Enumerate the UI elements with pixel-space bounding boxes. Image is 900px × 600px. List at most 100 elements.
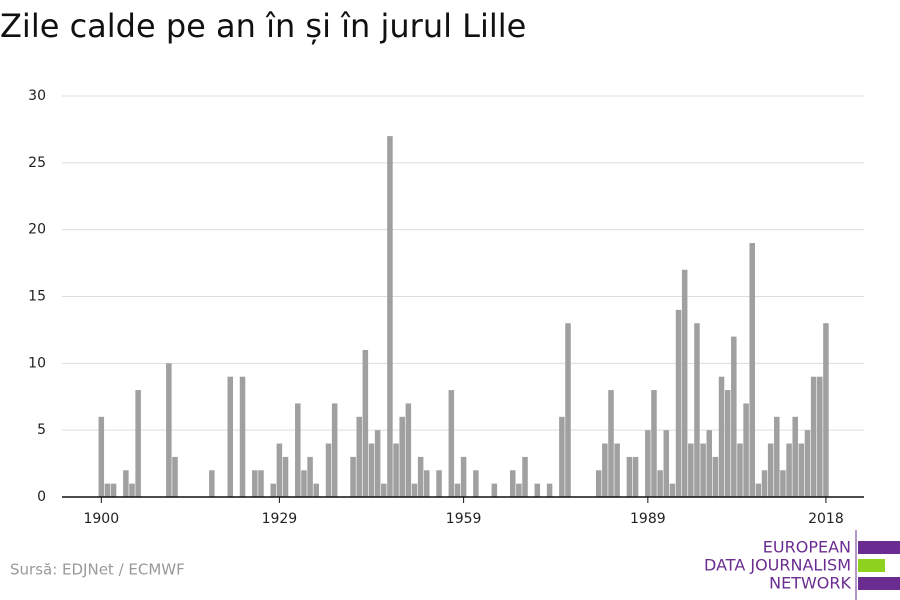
bar <box>258 470 264 497</box>
bar <box>448 390 455 497</box>
bar <box>823 323 829 497</box>
bar <box>313 483 319 497</box>
bar <box>792 416 798 497</box>
y-tick-label: 0 <box>37 489 46 505</box>
bar <box>473 470 479 497</box>
bar <box>657 470 663 497</box>
y-tick-label: 20 <box>28 222 46 238</box>
bar <box>755 483 762 497</box>
bar <box>632 456 639 497</box>
bar <box>663 430 670 497</box>
bar <box>104 483 111 497</box>
logo-bar <box>858 559 885 572</box>
bar <box>509 470 516 497</box>
bar <box>301 470 307 497</box>
bar <box>774 416 780 497</box>
bar <box>282 456 289 497</box>
bar <box>381 483 387 497</box>
bar <box>387 136 393 497</box>
bar <box>786 443 792 497</box>
bar <box>534 483 541 497</box>
bar <box>424 470 430 497</box>
logo-text: EUROPEAN <box>763 538 851 557</box>
bar <box>737 443 743 497</box>
bar <box>700 443 706 497</box>
bar <box>393 443 399 497</box>
bar <box>645 430 651 497</box>
bar <box>374 430 381 497</box>
y-tick-label: 30 <box>28 88 46 104</box>
bar <box>368 443 375 497</box>
logo-text: NETWORK <box>769 574 851 593</box>
bar <box>810 376 817 497</box>
x-tick-label: 1989 <box>630 511 666 527</box>
bar <box>411 483 418 497</box>
logo-bar <box>858 577 900 590</box>
bar <box>688 443 694 497</box>
bar <box>651 390 657 497</box>
y-tick-label: 15 <box>28 289 46 305</box>
bar <box>295 403 301 497</box>
bar <box>350 456 356 497</box>
bar <box>129 483 135 497</box>
bar <box>331 403 338 497</box>
bar <box>522 456 528 497</box>
logo-text: DATA JOURNALISM <box>704 556 851 575</box>
bar <box>252 470 258 497</box>
bar <box>724 390 731 497</box>
bar <box>405 403 412 497</box>
bar <box>731 336 737 497</box>
bar <box>276 443 283 497</box>
bar <box>804 430 811 497</box>
bar <box>123 470 129 497</box>
bar <box>681 269 688 497</box>
bar <box>626 456 633 497</box>
bar <box>491 483 498 497</box>
x-tick-label: 1959 <box>446 511 482 527</box>
bar <box>743 403 749 497</box>
bar <box>595 470 602 497</box>
bar <box>516 483 522 497</box>
y-tick-label: 10 <box>28 355 46 371</box>
bar <box>749 243 755 497</box>
bar <box>436 470 442 497</box>
y-tick-label: 5 <box>37 422 46 438</box>
bar <box>307 456 313 497</box>
bar <box>675 309 682 497</box>
bar <box>608 390 614 497</box>
bar <box>454 483 461 497</box>
bar <box>718 376 725 497</box>
x-tick-label: 2018 <box>808 511 844 527</box>
chart-title: Zile calde pe an în și în jurul Lille <box>0 7 526 45</box>
y-tick-label: 25 <box>28 155 46 171</box>
bar <box>356 416 362 497</box>
bar <box>98 416 105 497</box>
bar <box>135 390 141 497</box>
bar <box>559 416 565 497</box>
bar <box>460 456 467 497</box>
bar <box>417 456 424 497</box>
bar <box>546 483 553 497</box>
x-tick-label: 1929 <box>262 511 298 527</box>
bar <box>325 443 332 497</box>
bar <box>227 376 234 497</box>
bar <box>694 323 700 497</box>
plot: 0 5 10 15 20 25 30 1900 1929 1959 1989 2018 <box>28 88 864 527</box>
bar <box>270 483 277 497</box>
bar <box>798 443 805 497</box>
bar <box>565 323 571 497</box>
bar <box>706 430 713 497</box>
bar <box>362 349 369 497</box>
source: Sursă: EDJNet / ECMWF <box>10 561 185 579</box>
bar <box>614 443 620 497</box>
bar <box>712 456 719 497</box>
bar <box>110 483 117 497</box>
bar <box>399 416 405 497</box>
bar <box>817 376 823 497</box>
bar <box>602 443 608 497</box>
bar <box>669 483 676 497</box>
bar <box>761 470 768 497</box>
bar <box>166 363 172 497</box>
logo-bar <box>858 541 900 554</box>
